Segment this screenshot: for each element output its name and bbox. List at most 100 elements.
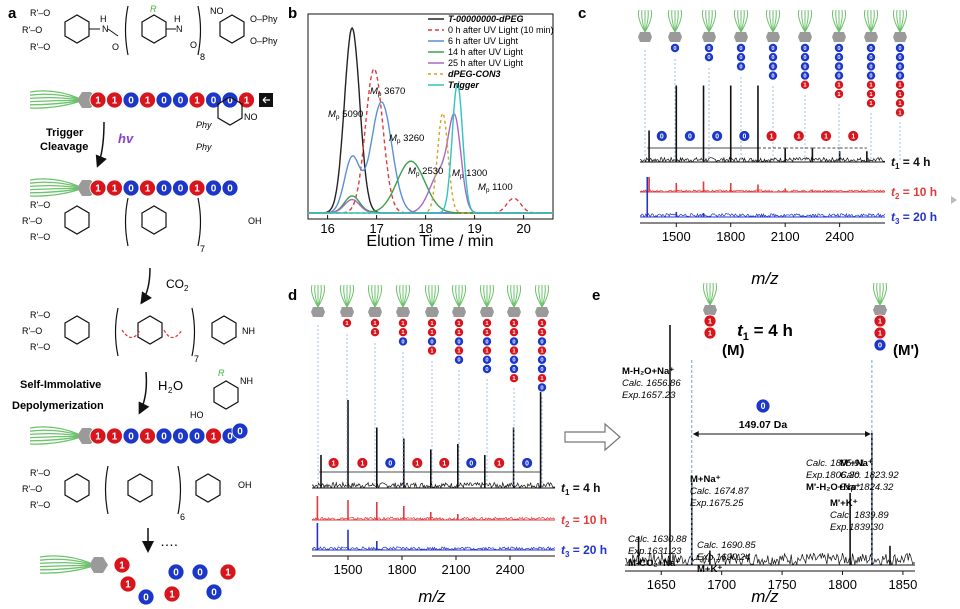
step2-line2: Depolymerization bbox=[12, 400, 104, 412]
polymer-strand bbox=[431, 284, 440, 308]
monomer-bead-label: 1 bbox=[430, 349, 434, 355]
peak-annotation: Calc. 1656.86 bbox=[622, 378, 681, 389]
monomer-bead bbox=[188, 91, 206, 109]
x-tick-label: 17 bbox=[369, 221, 383, 236]
monomer-bead-label: 0 bbox=[161, 183, 167, 194]
polymer-strand bbox=[39, 561, 91, 566]
stacked-monomer bbox=[397, 336, 408, 347]
monomer-bead bbox=[122, 427, 140, 445]
repeat-count: 7 bbox=[200, 244, 205, 254]
monomer-bead-label: 1 bbox=[332, 460, 336, 467]
monomer-bead-label: 0 bbox=[739, 55, 742, 61]
polymer-strand bbox=[29, 99, 79, 103]
hexagon-core bbox=[89, 557, 108, 573]
benzene-ring bbox=[127, 473, 153, 503]
monomer-bead-label: 1 bbox=[112, 183, 118, 194]
peak-mp-label: Mp 2530 bbox=[408, 166, 443, 178]
monomer-bead-label: 0 bbox=[707, 55, 710, 61]
benzene-ring bbox=[64, 473, 90, 503]
monomer-bead-label: 1 bbox=[770, 133, 774, 140]
monomer-bead-label: 1 bbox=[540, 349, 544, 355]
polymer-strand bbox=[339, 284, 348, 308]
free-monomer-bead bbox=[163, 585, 181, 603]
polymer-strand bbox=[29, 189, 79, 197]
monomer-bead-label: 0 bbox=[673, 46, 676, 52]
peak-annotation: Exp.1839.30 bbox=[830, 522, 884, 533]
polymer-strand bbox=[513, 284, 518, 308]
monomer-bead-label: 1 bbox=[878, 317, 882, 326]
panel-b-label: b bbox=[288, 5, 297, 22]
gap-monomer bbox=[755, 398, 771, 414]
peak-mp-label: Mp 5090 bbox=[328, 109, 363, 121]
plot-c-xlabel: m/z bbox=[751, 269, 779, 288]
co2-sub: 2 bbox=[184, 284, 189, 293]
monomer-bead-label: 1 bbox=[485, 349, 489, 355]
monomer-bead bbox=[155, 427, 173, 445]
polymer-strand bbox=[896, 9, 901, 33]
monomer-bead-label: 1 bbox=[211, 431, 217, 442]
peak-annotation: Calc. 1630.88 bbox=[628, 534, 687, 545]
rprime-o-1: R'–O bbox=[30, 468, 50, 478]
monomer-bead-label: 0 bbox=[803, 46, 806, 52]
ellipsis: …. bbox=[160, 533, 178, 549]
monomer-bead-label: 1 bbox=[485, 330, 489, 336]
h2o-tail: O bbox=[173, 378, 183, 393]
peak-annotation: M+K⁺ bbox=[697, 564, 722, 575]
gap-monomer bbox=[356, 457, 369, 469]
free-monomer-bead bbox=[219, 563, 237, 581]
polymer-strand bbox=[831, 9, 840, 33]
monomer-bead-label: 0 bbox=[401, 339, 404, 345]
gap-monomer bbox=[493, 457, 506, 469]
monomer-bead bbox=[172, 91, 189, 109]
trace-label: t1 = 4 h bbox=[891, 155, 930, 171]
monomer-bead-label: 1 bbox=[824, 133, 828, 140]
polymer-strand bbox=[29, 184, 79, 189]
nodot-label: NO bbox=[244, 112, 258, 122]
monomer-bead bbox=[155, 179, 173, 197]
monomer-bead-label: 0 bbox=[143, 592, 149, 603]
polymer-strand bbox=[39, 555, 91, 564]
polymer-strand bbox=[346, 284, 351, 308]
polymer-strand bbox=[835, 9, 840, 33]
polymer-strand bbox=[458, 284, 463, 308]
panel-a-label: a bbox=[8, 5, 17, 22]
monomer-bead-label: 1 bbox=[869, 101, 873, 107]
monomer-bead-label: 0 bbox=[173, 567, 179, 578]
monomer-bead-label: 1 bbox=[194, 95, 200, 106]
monomer-bead bbox=[172, 179, 189, 197]
x-tick-label: 18 bbox=[418, 221, 432, 236]
n-label: N bbox=[176, 24, 183, 34]
polymer-strand bbox=[431, 284, 436, 308]
monomer-bead-label: 1 bbox=[95, 431, 101, 442]
monomer-bead-label: 0 bbox=[194, 431, 200, 442]
polymer-final-stub bbox=[39, 555, 108, 574]
monomer-bead-label: 0 bbox=[485, 367, 488, 373]
hexagon-core bbox=[638, 32, 652, 42]
hexagon-core bbox=[311, 307, 325, 317]
monomer-bead-label: 0 bbox=[878, 341, 882, 350]
polymer-strand bbox=[870, 9, 875, 33]
stacked-monomer bbox=[800, 79, 811, 90]
monomer-bead-label: 1 bbox=[540, 321, 544, 327]
trace-noise bbox=[311, 481, 556, 490]
x-tick-label: 19 bbox=[467, 221, 481, 236]
benzene-ring bbox=[195, 473, 221, 503]
polymer-strand bbox=[29, 437, 79, 445]
polymer-strand bbox=[510, 284, 515, 308]
polymer-strand bbox=[534, 284, 543, 308]
peak-annotation: Exp.1631.23 bbox=[628, 546, 682, 557]
monomer-bead-label: 1 bbox=[112, 431, 118, 442]
monomer-bead-label: 1 bbox=[803, 83, 807, 89]
monomer-bead bbox=[205, 427, 222, 445]
gap-monomer bbox=[655, 130, 668, 142]
monomer-bead bbox=[139, 91, 156, 109]
polymer-strand bbox=[479, 284, 488, 308]
polymer-strand bbox=[708, 9, 717, 33]
x-tick-label: 1650 bbox=[647, 577, 676, 592]
polymer-strand bbox=[314, 284, 319, 308]
monomer-bead-label: 1 bbox=[457, 330, 461, 336]
trace-noise bbox=[639, 189, 886, 193]
monomer-bead-label: 1 bbox=[708, 329, 712, 338]
o-label: O bbox=[112, 42, 119, 52]
